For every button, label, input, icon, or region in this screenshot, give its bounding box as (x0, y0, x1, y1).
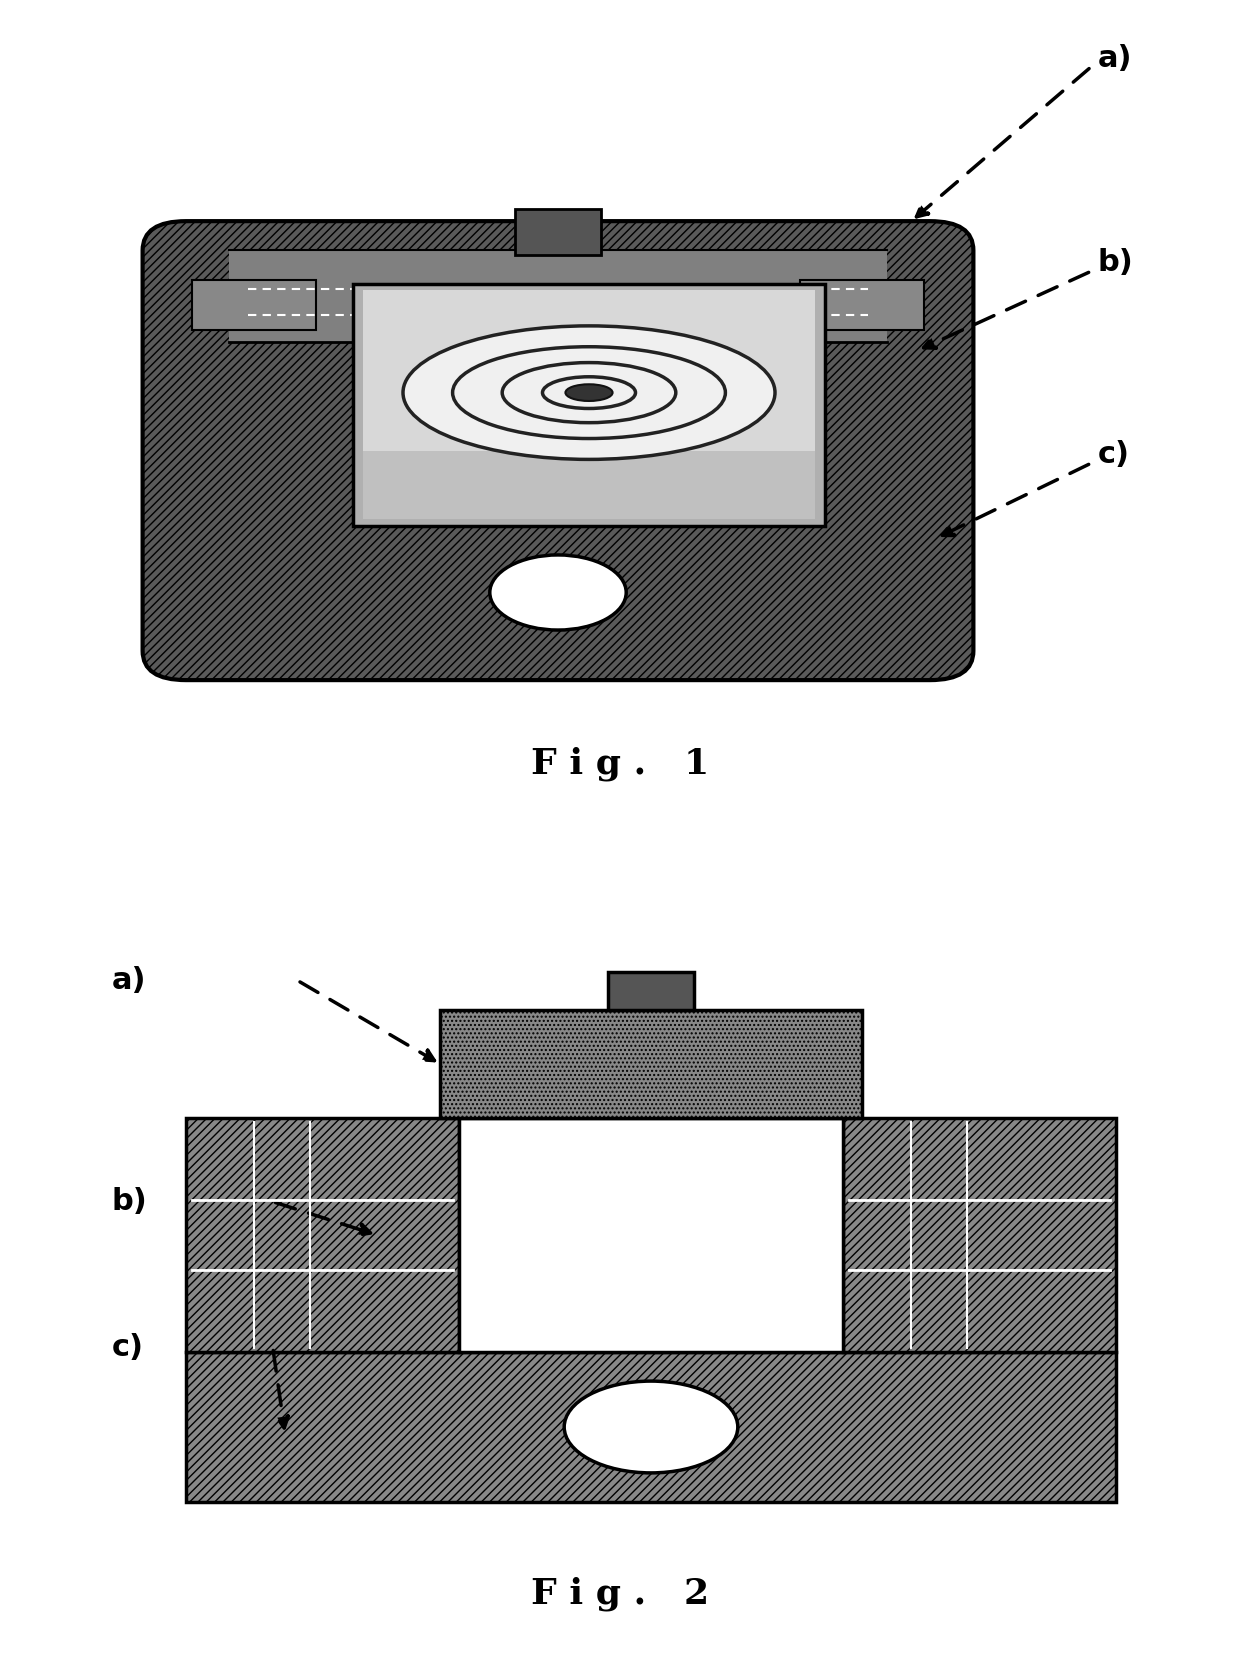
Bar (459, 1118, 843, 1352)
Text: F i g .   1: F i g . 1 (531, 746, 709, 781)
Text: a): a) (112, 966, 146, 995)
Bar (440, 1010, 862, 1118)
Bar (186, 1352, 1116, 1502)
Bar (459, 1010, 843, 1118)
Text: b): b) (1097, 249, 1133, 277)
Bar (186, 1118, 459, 1352)
Bar (608, 971, 694, 1010)
Bar (229, 250, 887, 342)
Bar (440, 1010, 862, 1118)
Text: F i g .   2: F i g . 2 (531, 1577, 709, 1611)
Bar (186, 1118, 459, 1352)
Bar (363, 290, 815, 519)
Ellipse shape (564, 1382, 738, 1472)
Bar (186, 1352, 1116, 1502)
Text: c): c) (112, 1334, 144, 1362)
Bar (843, 1118, 1116, 1352)
Text: a): a) (1097, 43, 1132, 73)
Text: c): c) (1097, 441, 1130, 469)
Bar (353, 284, 825, 526)
Bar (515, 209, 601, 254)
Text: b): b) (112, 1187, 148, 1217)
Bar (192, 279, 316, 329)
Bar (363, 451, 815, 519)
Ellipse shape (490, 554, 626, 631)
FancyBboxPatch shape (143, 222, 973, 681)
Bar (800, 279, 924, 329)
Ellipse shape (565, 384, 613, 401)
Bar (843, 1118, 1116, 1352)
Ellipse shape (403, 325, 775, 459)
